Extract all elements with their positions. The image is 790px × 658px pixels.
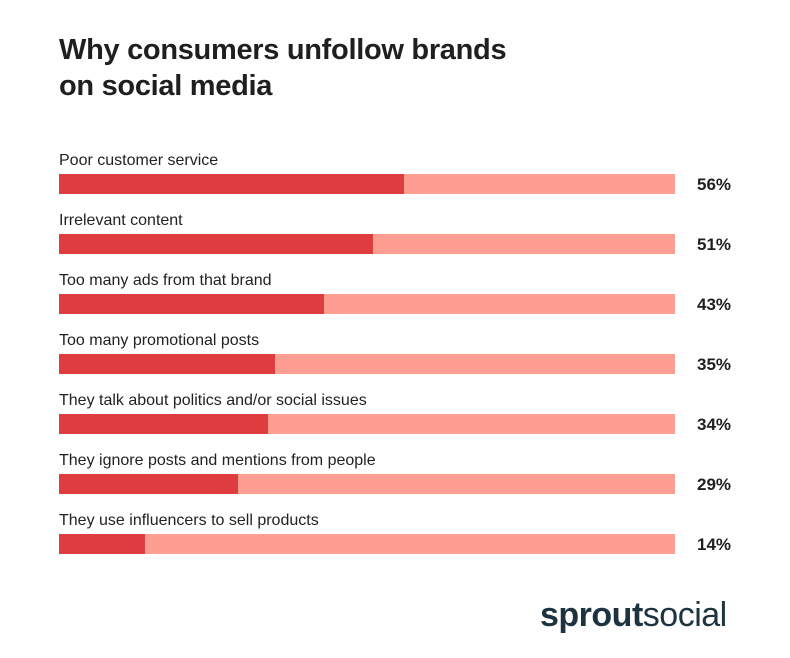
bar-fill (59, 474, 238, 494)
bar-fill (59, 294, 324, 314)
category-label: Too many ads from that brand (59, 272, 272, 289)
bar-list: Poor customer service 56% Irrelevant conte… (59, 150, 759, 570)
sproutsocial-logo: sproutsocial (540, 596, 727, 635)
bar-track (59, 474, 675, 494)
bar-row: Poor customer service 56% (59, 150, 759, 210)
value-label: 56% (697, 175, 732, 194)
category-label: Too many promotional posts (59, 332, 260, 349)
bar-row: Irrelevant content 51% (59, 210, 759, 270)
value-label: 43% (697, 295, 732, 314)
value-label: 34% (697, 415, 732, 434)
bar-track (59, 534, 675, 554)
category-label: They ignore posts and mentions from peop… (59, 452, 376, 469)
bar-row: They ignore posts and mentions from peop… (59, 450, 759, 510)
bar-fill (59, 414, 269, 434)
bar-fill (59, 234, 374, 254)
bar-fill (59, 534, 146, 554)
chart-title-line-1: Why consumers unfollow brands (59, 34, 507, 66)
category-label: They use influencers to sell products (59, 512, 319, 529)
bar-row: They talk about politics and/or social i… (59, 390, 759, 450)
logo-bold-text: sprout (540, 596, 643, 634)
value-label: 29% (697, 475, 732, 494)
bar-track (59, 294, 675, 314)
logo-light-text: social (642, 596, 727, 634)
category-label: Irrelevant content (59, 212, 183, 229)
bar-row: They use influencers to sell products 14% (59, 510, 759, 570)
value-label: 14% (697, 535, 732, 554)
bar-track (59, 174, 675, 194)
bar-row: Too many ads from that brand 43% (59, 270, 759, 330)
bar-track (59, 414, 675, 434)
value-label: 35% (697, 355, 732, 374)
bar-track (59, 354, 675, 374)
category-label: They talk about politics and/or social i… (59, 392, 367, 409)
chart-title-line-2: on social media (59, 70, 273, 102)
bar-fill (59, 354, 275, 374)
bar-track (59, 234, 675, 254)
bar-fill (59, 174, 404, 194)
chart-title: Why consumers unfollow brands on social … (59, 32, 659, 104)
bar-row: Too many promotional posts 35% (59, 330, 759, 390)
value-label: 51% (697, 235, 732, 254)
category-label: Poor customer service (59, 152, 219, 169)
